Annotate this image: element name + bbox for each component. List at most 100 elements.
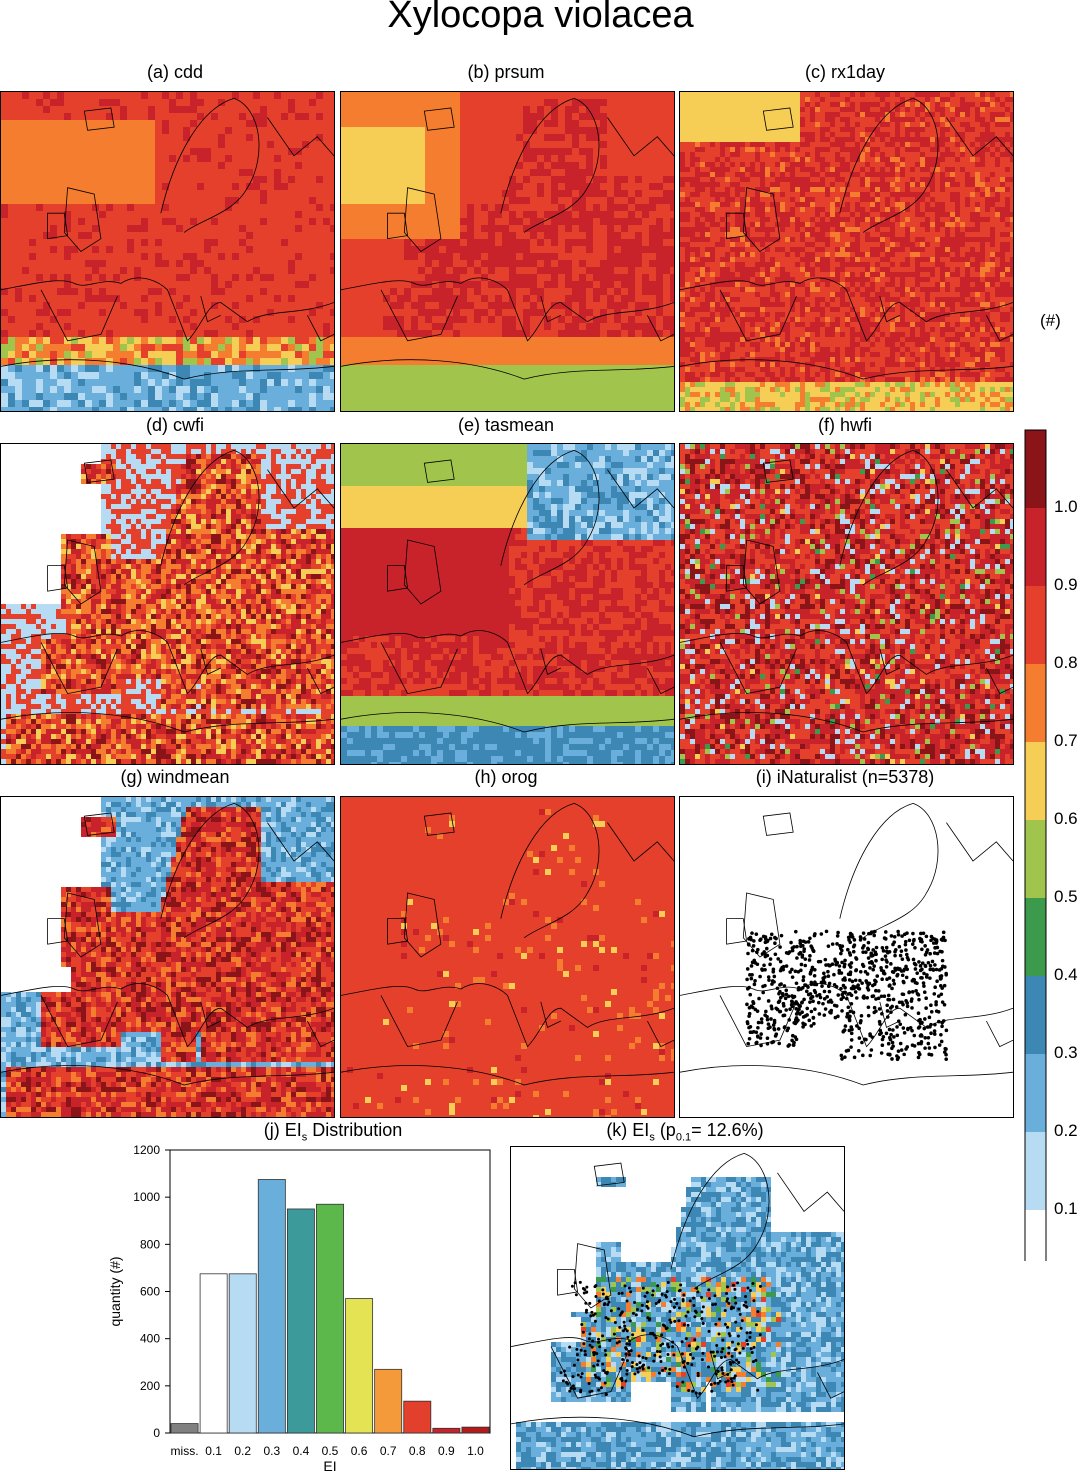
occurrence-point [910, 978, 915, 983]
occurrence-point [871, 967, 876, 972]
y-tick-label: 400 [140, 1332, 160, 1346]
occurrence-point [868, 966, 872, 970]
panel-k-title: (k) EIs (p0.1= 12.6%) [520, 1120, 850, 1144]
occurrence-point [840, 992, 845, 997]
occurrence-point [819, 932, 824, 936]
occurrence-point [762, 950, 767, 954]
occurrence-point [601, 1288, 605, 1292]
occurrence-point [902, 1052, 906, 1057]
occurrence-point [809, 1024, 814, 1028]
occurrence-point [879, 994, 884, 999]
occurrence-point [875, 974, 880, 978]
occurrence-point [679, 1283, 683, 1287]
occurrence-point [744, 1300, 748, 1304]
occurrence-point [772, 974, 777, 979]
occurrence-point [675, 1385, 679, 1389]
occurrence-point [734, 1301, 738, 1305]
x-tick-label: 0.4 [293, 1444, 310, 1458]
occurrence-point [568, 1389, 572, 1393]
occurrence-point [745, 1339, 749, 1343]
occurrence-point [904, 964, 908, 969]
occurrence-point [686, 1310, 690, 1314]
occurrence-point [801, 1021, 805, 1026]
occurrence-point [806, 940, 811, 944]
occurrence-point [857, 987, 862, 991]
coastline [387, 918, 409, 945]
occurrence-point [879, 1031, 883, 1035]
occurrence-point [774, 936, 778, 941]
coastline [742, 187, 781, 253]
occurrence-point [818, 995, 823, 1000]
occurrence-point [781, 1013, 786, 1018]
occurrence-point [582, 1291, 586, 1295]
y-tick-label: 1000 [133, 1190, 160, 1204]
occurrence-point [866, 1013, 871, 1018]
coastline [40, 289, 118, 342]
occurrence-point [790, 999, 794, 1004]
coastline [647, 315, 674, 342]
occurrence-point [609, 1309, 613, 1313]
occurrence-point [861, 931, 866, 935]
occurrence-point [733, 1374, 737, 1378]
occurrence-point [635, 1367, 639, 1371]
map-panel-i [679, 796, 1014, 1118]
occurrence-point [756, 1388, 760, 1392]
colorbar-tick-label: 0.9 [1054, 575, 1078, 595]
coastline [160, 802, 260, 939]
occurrence-point [847, 951, 852, 955]
occurrence-point [778, 989, 782, 994]
occurrence-point [827, 989, 832, 994]
occurrence-point [624, 1352, 628, 1356]
occurrence-point [721, 1338, 725, 1342]
occurrence-point [587, 1337, 591, 1341]
occurrence-point [826, 984, 831, 989]
occurrence-point [847, 1017, 852, 1022]
occurrence-point [749, 1004, 754, 1008]
coastline [511, 1416, 844, 1438]
colorbar-swatch [1025, 820, 1046, 898]
occurrence-point [902, 967, 907, 972]
occurrence-point [922, 984, 926, 988]
occurrence-point [720, 1368, 724, 1372]
colorbar-swatch [1025, 1210, 1046, 1261]
coastline [742, 539, 781, 605]
occurrence-point [849, 1045, 853, 1049]
occurrence-point [904, 948, 908, 952]
occurrence-point [580, 1322, 584, 1326]
coastline [83, 812, 115, 836]
occurrence-point [700, 1310, 704, 1314]
occurrence-point [927, 1046, 932, 1050]
occurrence-point [725, 1292, 729, 1296]
occurrence-point [903, 939, 908, 944]
occurrence-point [641, 1286, 645, 1290]
occurrence-point [593, 1319, 597, 1323]
occurrence-point [655, 1350, 659, 1354]
occurrence-point [901, 1026, 906, 1030]
occurrence-point [884, 964, 889, 969]
occurrence-point [733, 1348, 737, 1352]
panel-f-title: (f) hwfi [680, 415, 1010, 436]
occurrence-point [798, 941, 803, 946]
occurrence-point [766, 999, 771, 1003]
occurrence-point [759, 1043, 763, 1048]
occurrence-point [719, 1356, 723, 1360]
occurrence-point [798, 938, 803, 943]
occurrence-point [776, 1027, 781, 1031]
occurrence-point [714, 1322, 718, 1326]
occurrence-point [861, 950, 865, 954]
occurrence-point [595, 1352, 599, 1356]
occurrence-point [828, 1010, 832, 1014]
occurrence-point [883, 930, 888, 934]
occurrence-point [918, 964, 923, 968]
occurrence-point [825, 995, 830, 999]
occurrence-point [753, 1007, 758, 1012]
occurrence-point [759, 1020, 764, 1025]
occurrence-point [911, 957, 916, 962]
occurrence-point [900, 957, 905, 961]
occurrence-point [940, 958, 945, 963]
occurrence-point [625, 1369, 629, 1373]
occurrence-point [835, 942, 839, 946]
occurrence-point [653, 1353, 657, 1357]
occurrence-point [752, 1299, 756, 1303]
occurrence-point [782, 984, 787, 988]
